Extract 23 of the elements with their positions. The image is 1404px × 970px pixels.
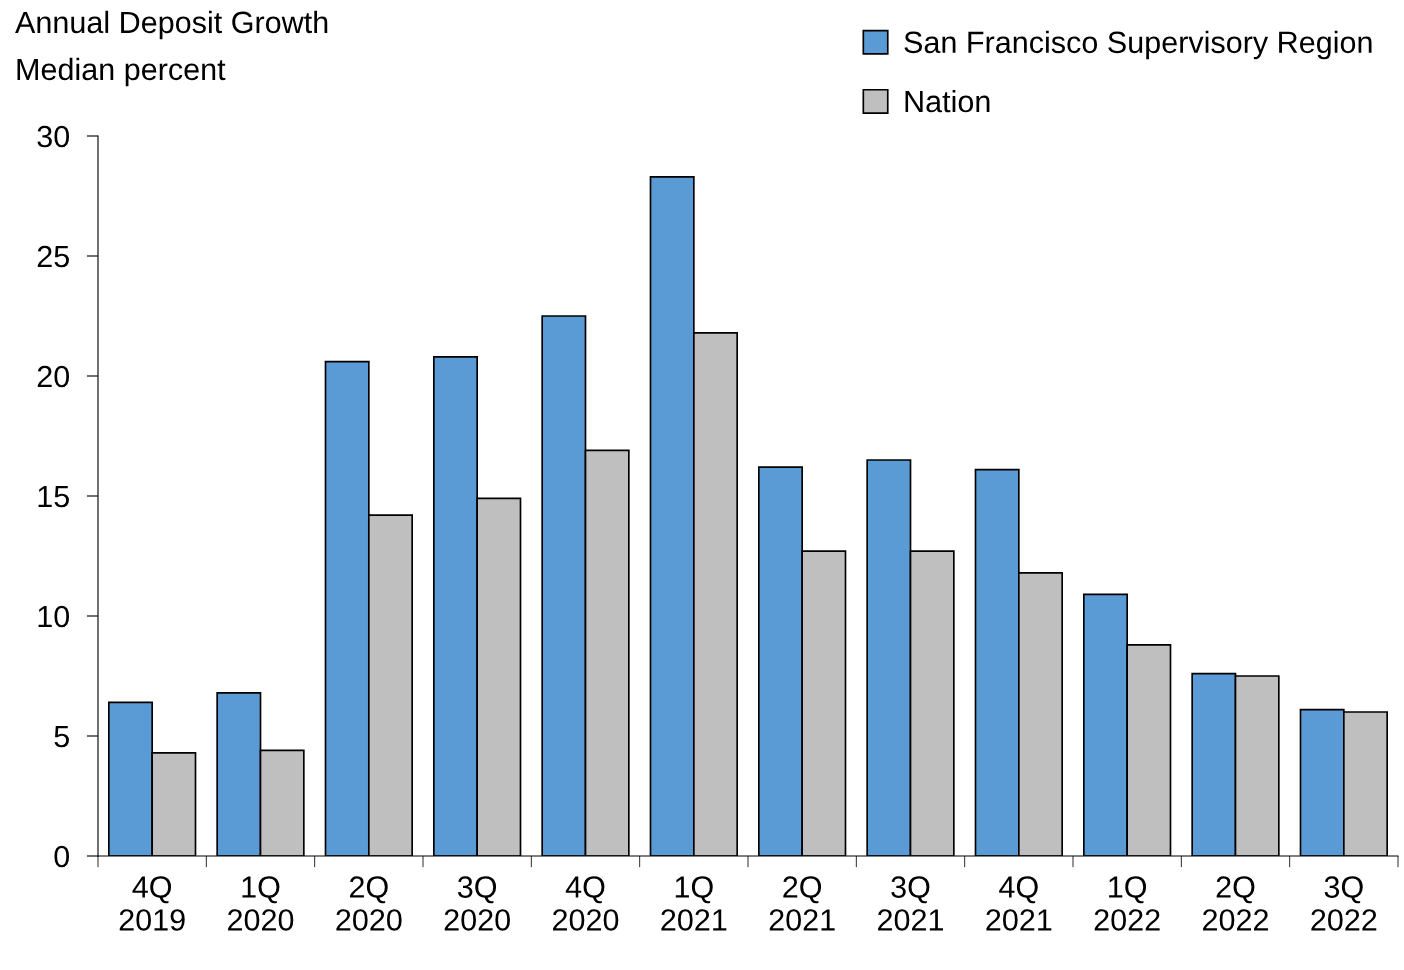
y-tick-label: 30	[37, 125, 70, 148]
y-axis-title: Median percent	[17, 57, 226, 87]
x-tick-label: 4Q 2019	[119, 876, 185, 931]
y-tick-label: 15	[38, 486, 69, 508]
x-tick-label: 1Q 2020	[228, 876, 294, 931]
x-tick-label: 4Q 2020	[553, 876, 619, 931]
x-tick-label: 3Q 2021	[878, 876, 943, 931]
x-tick-label: 1Q 2022	[1094, 876, 1160, 931]
x-tick-label: 2Q 2021	[769, 876, 835, 931]
y-tick-label: 0	[54, 845, 70, 868]
y-tick-label: 20	[37, 365, 70, 388]
y-tick-label: 5	[54, 726, 69, 748]
x-tick-label: 4Q 2021	[986, 876, 1052, 931]
x-tick-label: 2Q 2020	[336, 876, 402, 931]
y-tick-label: 25	[37, 245, 69, 268]
y-tick-label: 10	[38, 605, 70, 628]
legend-label: San Francisco Supervisory Region	[904, 30, 1372, 60]
x-tick-label: 3Q 2022	[1311, 876, 1377, 931]
x-tick-label: 3Q 2020	[444, 876, 510, 931]
x-tick-label: 1Q 2021	[661, 876, 727, 931]
legend-label: Nation	[905, 89, 990, 113]
chart-title: Annual Deposit Growth	[15, 10, 328, 40]
x-tick-label: 2Q 2022	[1203, 876, 1268, 931]
